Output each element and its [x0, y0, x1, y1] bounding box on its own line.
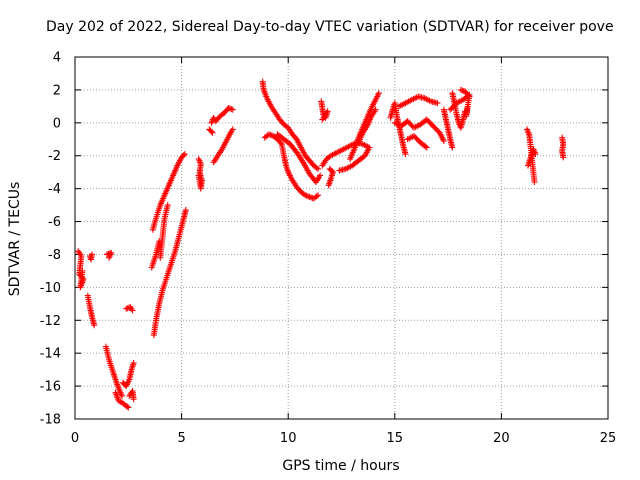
x-tick-label: 0 — [71, 431, 79, 446]
data-point — [531, 179, 538, 186]
y-axis-label: SDTVAR / TECUs — [7, 182, 23, 297]
data-point — [130, 360, 137, 367]
data-point — [431, 124, 438, 131]
data-point — [427, 120, 434, 127]
data-point — [448, 105, 455, 112]
data-point — [79, 267, 86, 274]
data-point — [125, 404, 132, 411]
data-point — [182, 207, 189, 214]
y-tick-label: -14 — [40, 347, 61, 362]
y-tick-label: -18 — [40, 413, 61, 428]
data-point — [229, 106, 236, 113]
data-point — [89, 251, 96, 258]
data-point — [449, 144, 456, 151]
data-point — [426, 119, 433, 126]
y-tick-label: -8 — [48, 248, 61, 263]
data-point — [208, 128, 215, 135]
data-point — [410, 132, 417, 139]
data-point — [366, 144, 373, 151]
y-tick-label: 2 — [53, 83, 61, 98]
data-point — [405, 119, 412, 126]
data-point — [129, 307, 136, 314]
data-point — [375, 90, 382, 97]
data-point — [326, 153, 333, 160]
data-point — [195, 172, 202, 179]
data-point — [466, 93, 473, 100]
x-axis-label: GPS time / hours — [282, 458, 399, 474]
grid-lines — [75, 57, 608, 419]
data-point — [423, 116, 430, 123]
x-tick-label: 25 — [600, 431, 617, 446]
data-point — [434, 127, 441, 134]
data-point — [209, 129, 216, 136]
data-point — [434, 100, 441, 107]
data-point — [407, 120, 414, 127]
data-point — [414, 136, 421, 143]
data-point — [118, 392, 125, 399]
y-tick-label: -2 — [48, 149, 61, 164]
data-point — [402, 151, 409, 158]
y-tick-label: -16 — [40, 380, 61, 395]
data-point — [560, 154, 567, 161]
data-point — [124, 403, 131, 410]
data-point — [313, 193, 320, 200]
x-tick-label: 20 — [493, 431, 510, 446]
data-point — [440, 137, 447, 144]
data-point — [423, 144, 430, 151]
data-point — [315, 165, 322, 172]
y-tick-label: 4 — [53, 51, 61, 66]
data-point — [130, 396, 137, 403]
data-point — [465, 92, 472, 99]
data-point — [532, 151, 539, 158]
data-point — [229, 126, 236, 133]
data-point — [181, 151, 188, 158]
data-point — [447, 106, 454, 113]
data-point — [425, 117, 432, 124]
chart-title: Day 202 of 2022, Sidereal Day-to-day VTE… — [46, 19, 614, 35]
data-point — [313, 164, 320, 171]
data-point — [408, 122, 415, 129]
axis-ticks — [74, 56, 609, 420]
data-point — [164, 202, 171, 209]
data-point — [432, 125, 439, 132]
x-tick-label: 15 — [387, 431, 404, 446]
data-point — [372, 106, 379, 113]
data-point — [91, 322, 98, 329]
data-point — [156, 238, 163, 245]
y-tick-label: -6 — [48, 215, 61, 230]
data-point — [106, 254, 113, 261]
data-point — [292, 148, 299, 155]
y-tick-label: -4 — [48, 182, 61, 197]
data-point — [319, 116, 326, 123]
data-point — [315, 192, 322, 199]
y-tick-labels: -18 -16 -14 -12 -10 -8 -6 -4 -2 0 2 4 — [40, 51, 61, 428]
data-point — [326, 165, 333, 172]
x-tick-label: 10 — [280, 431, 297, 446]
data-point — [449, 104, 456, 111]
data-point — [451, 102, 458, 109]
data-point — [464, 105, 471, 112]
data-point — [317, 172, 324, 179]
x-tick-labels: 0 5 10 15 20 25 — [71, 431, 616, 446]
y-tick-label: -12 — [40, 314, 61, 329]
x-tick-label: 5 — [177, 431, 185, 446]
data-point — [327, 166, 334, 173]
y-tick-label: -10 — [40, 281, 61, 296]
data-point — [277, 139, 284, 146]
plot-frame — [74, 56, 609, 420]
data-point — [422, 143, 429, 150]
data-point — [430, 123, 437, 130]
data-point — [412, 134, 419, 141]
data-point — [404, 118, 411, 125]
data-point — [428, 121, 435, 128]
data-point — [180, 152, 187, 159]
data-point — [413, 135, 420, 142]
data-points — [75, 78, 567, 411]
y-tick-label: 0 — [53, 116, 61, 131]
